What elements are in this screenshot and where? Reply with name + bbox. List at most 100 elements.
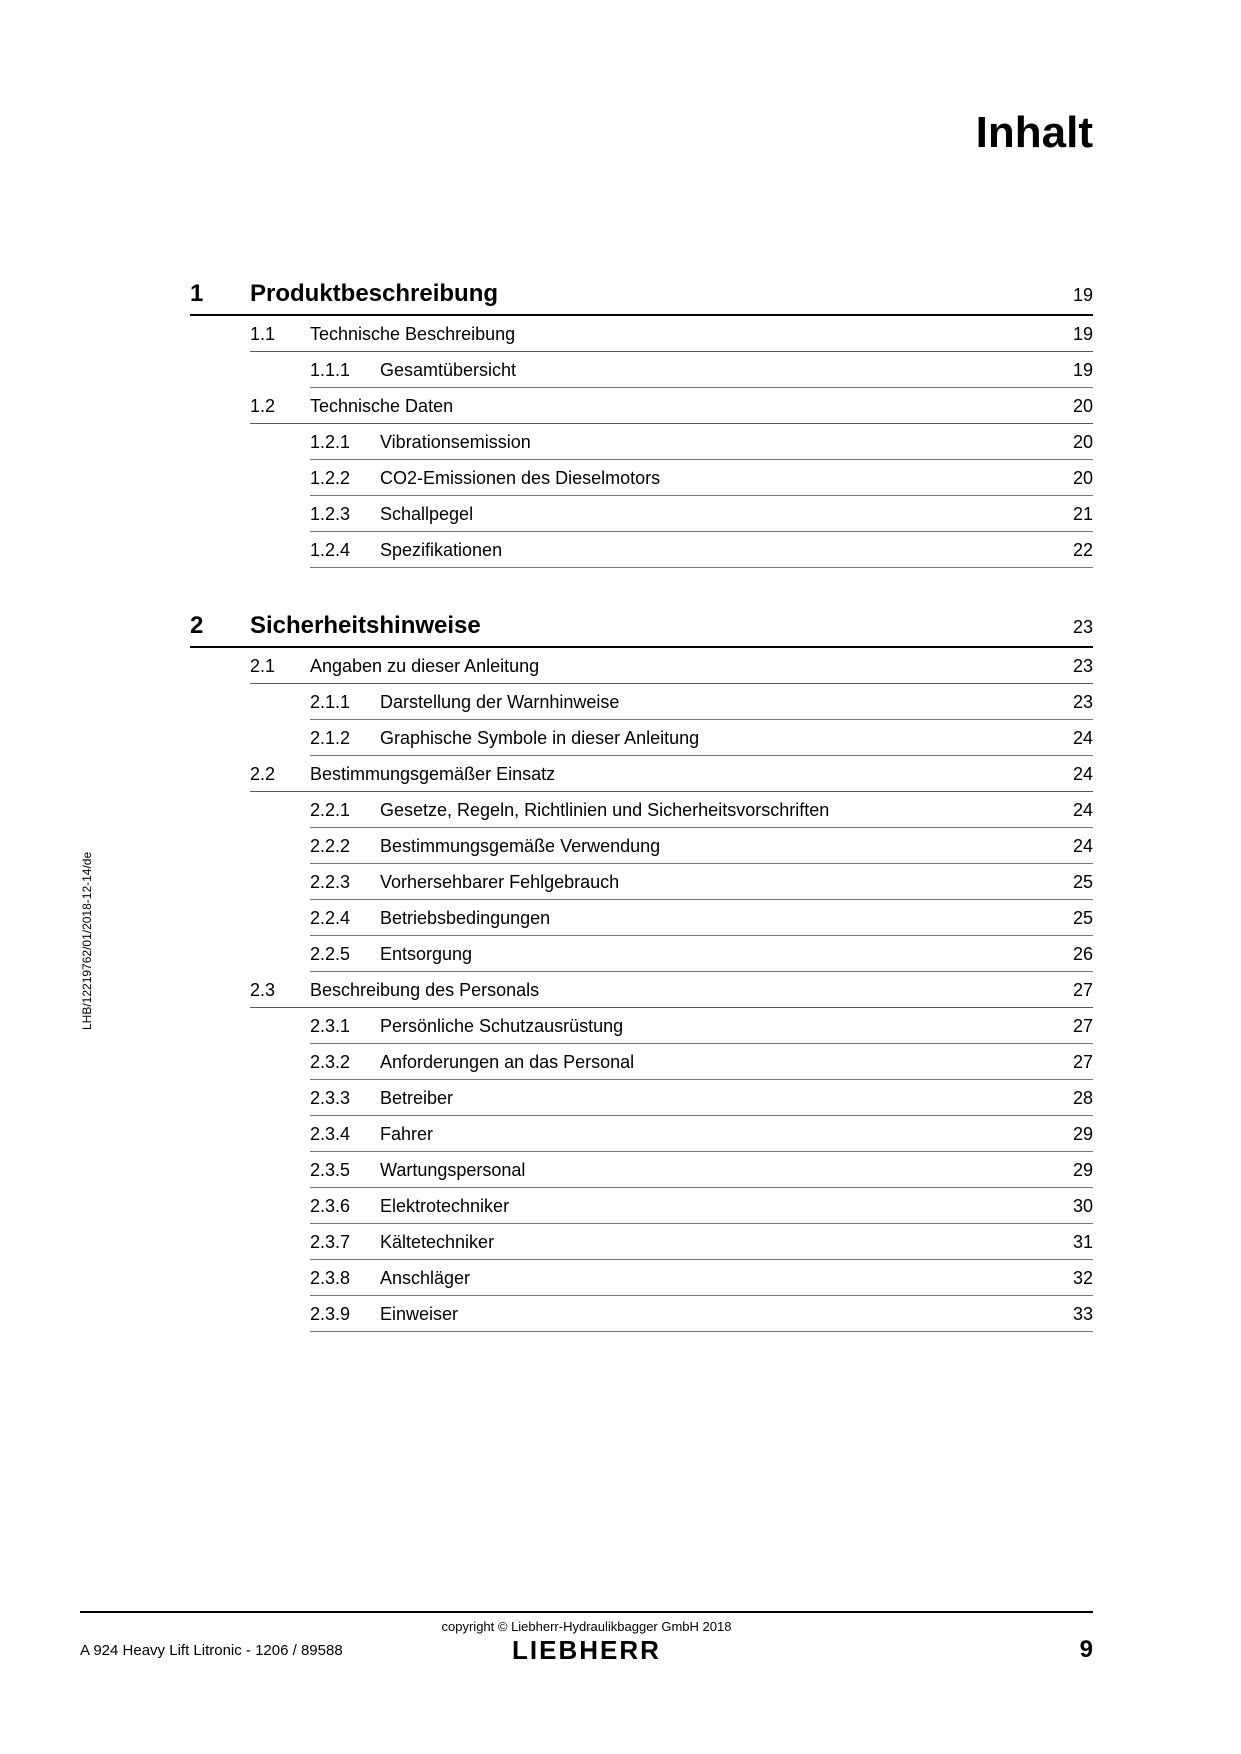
toc-subsection-page: 28 (1053, 1088, 1093, 1109)
toc-section-page: 27 (1053, 980, 1093, 1001)
toc-subsection-row: 2.3.2Anforderungen an das Personal27 (310, 1044, 1093, 1080)
toc-subsection-page: 20 (1053, 468, 1093, 489)
toc-subsection-page: 25 (1053, 872, 1093, 893)
toc-subsection-row: 2.3.3Betreiber28 (310, 1080, 1093, 1116)
toc-subsection-row: 2.3.7Kältetechniker31 (310, 1224, 1093, 1260)
toc-chapter-row: 2Sicherheitshinweise23 (190, 612, 1093, 648)
toc-subsection-num: 2.3.8 (310, 1268, 380, 1289)
toc-chapter-page: 23 (1053, 617, 1093, 638)
toc-subsection-page: 33 (1053, 1304, 1093, 1325)
toc-subsection-title: Kältetechniker (380, 1232, 1053, 1253)
page-title: Inhalt (976, 108, 1093, 158)
toc-section-title: Technische Beschreibung (310, 324, 1053, 345)
toc-subsection-row: 2.1.1Darstellung der Warnhinweise23 (310, 684, 1093, 720)
toc-subsection-title: Wartungspersonal (380, 1160, 1053, 1181)
toc-chapter-num: 2 (190, 612, 250, 640)
toc-subsection-page: 22 (1053, 540, 1093, 561)
toc-chapter-row: 1Produktbeschreibung19 (190, 280, 1093, 316)
toc-chapter-num: 1 (190, 280, 250, 308)
toc-subsection-num: 2.2.1 (310, 800, 380, 821)
toc-subsection-title: Fahrer (380, 1124, 1053, 1145)
toc-section-num: 2.1 (250, 656, 310, 677)
toc-subsection-title: Vorhersehbarer Fehlgebrauch (380, 872, 1053, 893)
toc-subsection-num: 2.3.4 (310, 1124, 380, 1145)
toc-section-title: Bestimmungsgemäßer Einsatz (310, 764, 1053, 785)
toc-subsection-page: 25 (1053, 908, 1093, 929)
toc-subsection-page: 21 (1053, 504, 1093, 525)
toc-subsection-num: 1.2.1 (310, 432, 380, 453)
toc-section-row: 2.1Angaben zu dieser Anleitung23 (250, 648, 1093, 684)
toc-subsection-row: 2.2.5Entsorgung26 (310, 936, 1093, 972)
page: Inhalt 1Produktbeschreibung191.1Technisc… (0, 0, 1241, 1754)
toc-subsection-title: Bestimmungsgemäße Verwendung (380, 836, 1053, 857)
footer: copyright © Liebherr-Hydraulikbagger Gmb… (80, 1611, 1093, 1664)
toc-subsection-num: 2.3.3 (310, 1088, 380, 1109)
footer-rule (80, 1611, 1093, 1613)
toc-subsection-num: 2.2.4 (310, 908, 380, 929)
toc-subsection-num: 2.3.9 (310, 1304, 380, 1325)
toc-section-row: 1.1Technische Beschreibung19 (250, 316, 1093, 352)
toc-subsection-row: 1.2.2CO2-Emissionen des Dieselmotors20 (310, 460, 1093, 496)
toc-subsection-title: Gesamtübersicht (380, 360, 1053, 381)
toc-section-num: 2.3 (250, 980, 310, 1001)
toc-subsection-num: 1.2.4 (310, 540, 380, 561)
toc-subsection-num: 2.1.2 (310, 728, 380, 749)
toc-subsection-row: 2.2.3Vorhersehbarer Fehlgebrauch25 (310, 864, 1093, 900)
toc-subsection-title: Vibrationsemission (380, 432, 1053, 453)
table-of-contents: 1Produktbeschreibung191.1Technische Besc… (190, 280, 1093, 1332)
toc-subsection-page: 20 (1053, 432, 1093, 453)
toc-section-title: Technische Daten (310, 396, 1053, 417)
toc-subsection-title: Persönliche Schutzausrüstung (380, 1016, 1053, 1037)
toc-subsection-title: Betreiber (380, 1088, 1053, 1109)
toc-subsection-row: 2.2.2Bestimmungsgemäße Verwendung24 (310, 828, 1093, 864)
toc-section-row: 1.2Technische Daten20 (250, 388, 1093, 424)
toc-subsection-num: 2.1.1 (310, 692, 380, 713)
toc-subsection-title: Anschläger (380, 1268, 1053, 1289)
toc-section-row: 2.3Beschreibung des Personals27 (250, 972, 1093, 1008)
toc-section-title: Angaben zu dieser Anleitung (310, 656, 1053, 677)
toc-subsection-page: 24 (1053, 728, 1093, 749)
toc-subsection-num: 1.2.3 (310, 504, 380, 525)
toc-subsection-row: 1.1.1Gesamtübersicht19 (310, 352, 1093, 388)
toc-section-page: 24 (1053, 764, 1093, 785)
toc-subsection-row: 2.3.5Wartungspersonal29 (310, 1152, 1093, 1188)
toc-subsection-title: Anforderungen an das Personal (380, 1052, 1053, 1073)
toc-subsection-page: 32 (1053, 1268, 1093, 1289)
toc-subsection-page: 29 (1053, 1160, 1093, 1181)
footer-logo: LIEBHERR (512, 1635, 661, 1666)
toc-subsection-page: 27 (1053, 1052, 1093, 1073)
toc-subsection-page: 31 (1053, 1232, 1093, 1253)
toc-subsection-num: 2.3.5 (310, 1160, 380, 1181)
toc-section-num: 2.2 (250, 764, 310, 785)
toc-subsection-row: 2.1.2Graphische Symbole in dieser Anleit… (310, 720, 1093, 756)
toc-subsection-num: 2.3.7 (310, 1232, 380, 1253)
footer-line: A 924 Heavy Lift Litronic - 1206 / 89588… (80, 1636, 1093, 1664)
toc-subsection-page: 24 (1053, 836, 1093, 857)
toc-subsection-title: Betriebsbedingungen (380, 908, 1053, 929)
toc-subsection-num: 1.2.2 (310, 468, 380, 489)
toc-subsection-row: 2.2.1Gesetze, Regeln, Richtlinien und Si… (310, 792, 1093, 828)
toc-subsection-num: 1.1.1 (310, 360, 380, 381)
toc-section-num: 1.1 (250, 324, 310, 345)
toc-subsection-num: 2.3.1 (310, 1016, 380, 1037)
toc-subsection-row: 2.3.9Einweiser33 (310, 1296, 1093, 1332)
toc-subsection-title: Entsorgung (380, 944, 1053, 965)
toc-section-row: 2.2Bestimmungsgemäßer Einsatz24 (250, 756, 1093, 792)
toc-subsection-title: Einweiser (380, 1304, 1053, 1325)
toc-subsection-page: 27 (1053, 1016, 1093, 1037)
toc-subsection-row: 1.2.3Schallpegel21 (310, 496, 1093, 532)
toc-chapter-page: 19 (1053, 285, 1093, 306)
toc-subsection-page: 24 (1053, 800, 1093, 821)
toc-subsection-page: 19 (1053, 360, 1093, 381)
toc-subsection-title: Darstellung der Warnhinweise (380, 692, 1053, 713)
toc-subsection-row: 2.2.4Betriebsbedingungen25 (310, 900, 1093, 936)
toc-section-num: 1.2 (250, 396, 310, 417)
toc-subsection-page: 26 (1053, 944, 1093, 965)
toc-section-page: 19 (1053, 324, 1093, 345)
toc-chapter-title: Sicherheitshinweise (250, 612, 1053, 640)
toc-subsection-num: 2.3.2 (310, 1052, 380, 1073)
toc-subsection-row: 1.2.1Vibrationsemission20 (310, 424, 1093, 460)
footer-page-number: 9 (1080, 1636, 1093, 1664)
toc-subsection-title: Graphische Symbole in dieser Anleitung (380, 728, 1053, 749)
toc-subsection-title: Schallpegel (380, 504, 1053, 525)
